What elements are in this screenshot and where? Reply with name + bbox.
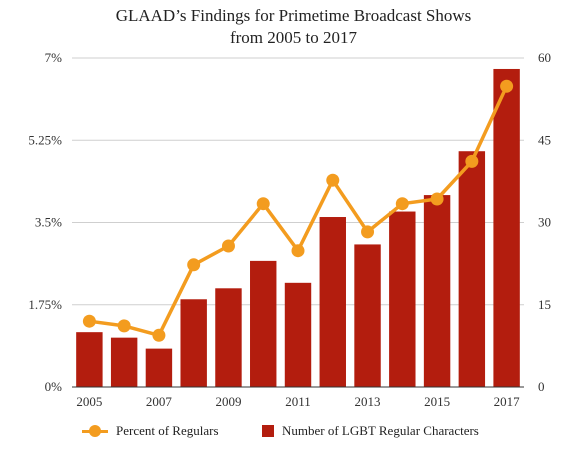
bar [215, 288, 242, 387]
legend-line-swatch [82, 425, 108, 437]
line-point [152, 328, 166, 342]
line-point [326, 173, 340, 187]
legend-item-bar: Number of LGBT Regular Characters [262, 423, 479, 439]
line-point [221, 239, 235, 253]
left-tick-label: 7% [45, 50, 63, 65]
bar [145, 348, 173, 387]
line-point [187, 258, 201, 272]
right-tick-label: 15 [538, 297, 551, 312]
bar [110, 337, 138, 387]
line-point [82, 314, 96, 328]
legend: Percent of Regulars Number of LGBT Regul… [0, 423, 587, 443]
axes: 0% 0 1.75% 15 3.5% 30 5.25% 45 7% 60 2005 2007 2009 2… [28, 50, 551, 409]
line-point [500, 79, 514, 93]
line-series [82, 79, 514, 342]
line-point [256, 197, 270, 211]
bar [180, 299, 207, 387]
right-tick-label: 60 [538, 50, 551, 65]
bar [389, 211, 416, 387]
line-point [465, 154, 479, 168]
x-tick-label: 2005 [76, 394, 102, 409]
left-tick-label: 1.75% [28, 297, 62, 312]
bar [250, 260, 277, 387]
x-tick-label: 2009 [215, 394, 241, 409]
bar [458, 151, 486, 387]
left-tick-label: 3.5% [35, 215, 62, 230]
line-point [361, 225, 375, 239]
bar [76, 332, 103, 387]
x-tick-label: 2013 [355, 394, 381, 409]
right-tick-label: 45 [538, 132, 551, 147]
x-tick-label: 2015 [424, 394, 450, 409]
chart-subtitle: from 2005 to 2017 [229, 28, 358, 47]
bars-series [76, 68, 520, 387]
left-tick-label: 0% [45, 379, 63, 394]
line-point [117, 319, 131, 333]
bar [423, 195, 451, 387]
gridlines [72, 57, 524, 306]
x-tick-label: 2017 [494, 394, 521, 409]
bar [354, 244, 381, 387]
left-tick-label: 5.25% [28, 132, 62, 147]
right-tick-label: 30 [538, 215, 551, 230]
x-tick-label: 2007 [146, 394, 173, 409]
bar [319, 217, 346, 387]
x-tick-label: 2011 [285, 394, 311, 409]
legend-bar-swatch [262, 425, 274, 437]
legend-item-line: Percent of Regulars [82, 423, 219, 439]
line-point [291, 244, 305, 258]
chart-title: GLAAD’s Findings for Primetime Broadcast… [115, 6, 472, 25]
line-point [430, 192, 444, 206]
legend-label-bar: Number of LGBT Regular Characters [282, 423, 479, 438]
right-tick-label: 0 [538, 379, 545, 394]
bar [284, 282, 312, 387]
legend-label-line: Percent of Regulars [116, 423, 219, 438]
line-point [395, 197, 409, 211]
bar [493, 68, 520, 387]
